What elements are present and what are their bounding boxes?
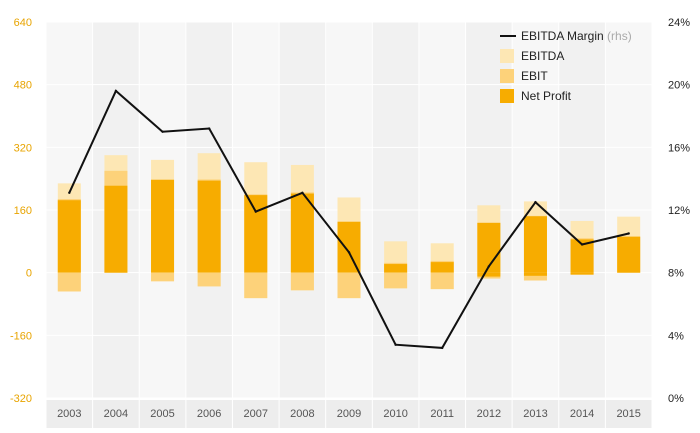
- x-axis-tick-label: 2015: [616, 408, 640, 420]
- bar-net-profit: [384, 264, 408, 273]
- bar-net-profit: [290, 193, 314, 273]
- ebitda-margin-point: [68, 191, 71, 194]
- bar-net-profit: [570, 239, 594, 273]
- bar-net-profit: [57, 200, 81, 273]
- x-axis-tick-label: 2003: [57, 408, 81, 420]
- left-axis-tick-label: 0: [26, 268, 32, 280]
- bar-ebit-negative: [244, 272, 268, 299]
- legend-swatch-net-profit: [500, 89, 514, 103]
- x-axis-tick-label: 2013: [523, 408, 547, 420]
- bar-net-profit: [523, 216, 547, 273]
- ebitda-margin-point: [487, 265, 491, 268]
- right-axis-tick-label: 24%: [668, 17, 690, 29]
- right-axis-tick-label: 0%: [668, 393, 684, 405]
- ebitda-margin-point: [254, 210, 257, 213]
- x-axis-tick-label: 2009: [337, 408, 361, 420]
- legend-swatch-ebit: [500, 69, 514, 83]
- bar-net-profit-negative: [570, 272, 594, 275]
- right-axis-tick-label: 20%: [668, 80, 690, 92]
- x-axis-tick-label: 2010: [383, 408, 407, 420]
- bar-ebit-negative: [197, 272, 221, 287]
- left-axis-tick-label: 160: [14, 205, 32, 217]
- ebitda-margin-point: [394, 343, 397, 346]
- right-axis-tick-label: 12%: [668, 205, 690, 217]
- ebitda-margin-point: [301, 191, 304, 194]
- x-axis-tick-label: 2004: [104, 408, 128, 420]
- bar-ebit-negative: [337, 272, 361, 299]
- x-axis-tick-label: 2008: [290, 408, 314, 420]
- right-axis-tick-label: 16%: [668, 142, 690, 154]
- bar-net-profit: [104, 185, 128, 273]
- bar-ebit-negative: [523, 272, 547, 281]
- ebitda-margin-point: [207, 127, 211, 130]
- bar-net-profit: [617, 236, 641, 273]
- left-axis-tick-label: 480: [14, 80, 32, 92]
- ebitda-margin-point: [161, 130, 164, 133]
- ebitda-margin-point: [534, 200, 537, 204]
- bar-net-profit: [477, 222, 501, 273]
- bar-net-profit-negative: [523, 272, 547, 276]
- bar-ebit-negative: [430, 272, 454, 290]
- right-axis-tick-label: 8%: [668, 268, 684, 280]
- left-axis-tick-label: 640: [14, 17, 32, 29]
- ebitda-margin-point: [114, 89, 118, 93]
- bar-net-profit: [151, 179, 175, 273]
- bar-net-profit: [197, 180, 221, 273]
- x-axis-tick-label: 2006: [197, 408, 221, 420]
- left-axis-tick-label: -160: [10, 330, 32, 342]
- ebitda-margin-point: [580, 243, 584, 246]
- bar-ebit-negative: [290, 272, 314, 291]
- legend-label-ebitda: EBITDA: [521, 49, 564, 63]
- ebitda-margin-point: [441, 346, 444, 350]
- left-axis-tick-label: -320: [10, 393, 32, 405]
- x-axis-band: [46, 400, 652, 428]
- bar-net-profit: [430, 262, 454, 273]
- legend: EBITDA Margin (rhs) EBITDA EBIT Net Profit: [500, 29, 632, 103]
- right-axis-tick-label: 4%: [668, 330, 684, 342]
- x-axis-tick-label: 2012: [477, 408, 501, 420]
- bar-ebit-negative: [151, 272, 175, 282]
- ebitda-margin-point: [627, 232, 630, 235]
- legend-label-rhs: (rhs): [607, 29, 632, 43]
- bar-ebit-negative: [384, 272, 408, 289]
- left-axis-tick-label: 320: [14, 142, 32, 154]
- bar-net-profit: [337, 221, 361, 273]
- legend-label-ebitda-margin: EBITDA Margin (rhs): [521, 29, 632, 43]
- legend-label-net-profit: Net Profit: [521, 89, 572, 103]
- x-axis-tick-label: 2007: [244, 408, 268, 420]
- bar-ebit-negative: [57, 272, 81, 292]
- x-axis-tick-label: 2005: [150, 408, 174, 420]
- bar-net-profit: [244, 195, 268, 273]
- bar-net-profit-negative: [477, 272, 501, 277]
- legend-label-ebit: EBIT: [521, 69, 548, 83]
- legend-swatch-ebitda: [500, 49, 514, 63]
- x-axis-tick-label: 2014: [570, 408, 594, 420]
- ebitda-margin-point: [347, 251, 351, 254]
- x-axis-tick-label: 2011: [430, 408, 454, 420]
